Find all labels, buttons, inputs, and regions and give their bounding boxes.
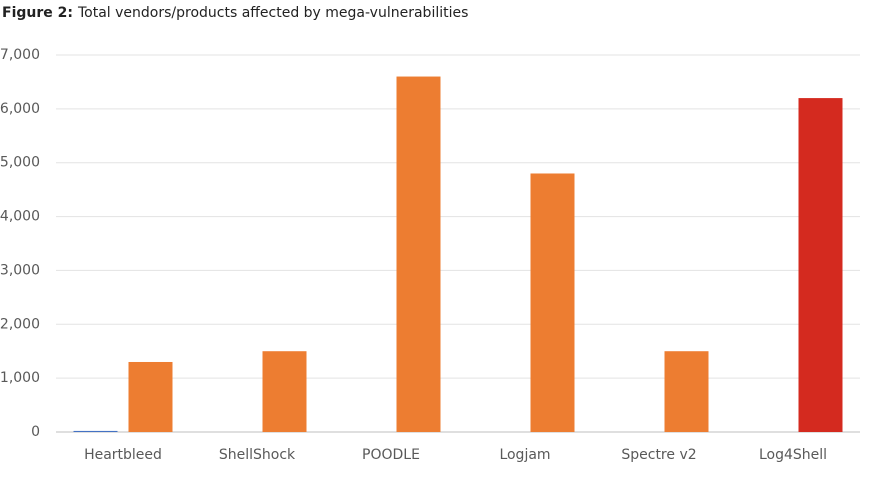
- x-tick-label: POODLE: [362, 447, 420, 463]
- x-tick-label: Heartbleed: [84, 447, 162, 463]
- y-tick-label: 0: [31, 424, 40, 440]
- y-tick-label: 2,000: [0, 316, 40, 332]
- bar: [664, 351, 709, 432]
- y-tick-label: 6,000: [0, 101, 40, 117]
- x-tick-label: ShellShock: [219, 447, 296, 463]
- y-tick-label: 1,000: [0, 370, 40, 386]
- y-tick-label: 4,000: [0, 209, 40, 225]
- chart-title-label: Figure 2:: [2, 5, 73, 21]
- y-tick-label: 3,000: [0, 262, 40, 278]
- bar: [73, 430, 118, 432]
- y-tick-label: 7,000: [0, 47, 40, 63]
- bar: [798, 98, 843, 432]
- bar: [128, 361, 173, 432]
- x-tick-label: Logjam: [499, 447, 550, 463]
- bar: [530, 173, 575, 432]
- chart-title: Total vendors/products affected by mega-…: [77, 5, 468, 21]
- y-tick-label: 5,000: [0, 155, 40, 171]
- x-tick-label: Log4Shell: [759, 447, 827, 463]
- bar: [396, 76, 441, 433]
- bar: [262, 351, 307, 432]
- x-tick-label: Spectre v2: [621, 447, 696, 463]
